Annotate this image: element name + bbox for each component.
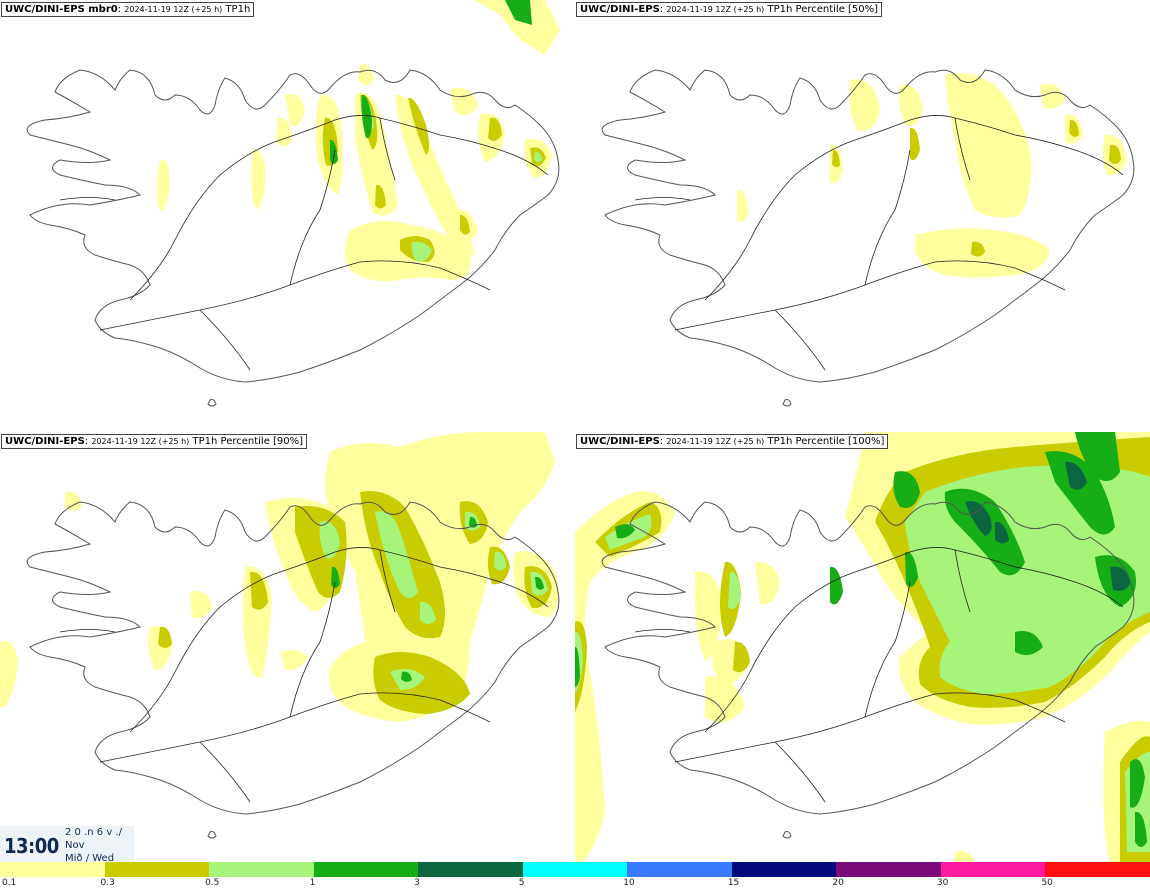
panel-title: UWC/DINI-EPS: 2024-11-19 12Z (+25 h) TP1… <box>1 434 308 449</box>
panel-title: UWC/DINI-EPS: 2024-11-19 12Z (+25 h) TP1… <box>576 2 883 17</box>
precip-light <box>737 72 1127 278</box>
legend-tick-label: 50 <box>1041 878 1053 888</box>
legend-swatch <box>1045 862 1150 877</box>
legend-swatch <box>209 862 314 877</box>
map-panel-p100: UWC/DINI-EPS: 2024-11-19 12Z (+25 h) TP1… <box>575 432 1150 864</box>
coastline <box>26 69 560 407</box>
road-network <box>59 547 549 803</box>
legend-tick-label: 3 <box>414 878 420 888</box>
panel-title: UWC/DINI-EPS: 2024-11-19 12Z (+25 h) TP1… <box>576 434 889 449</box>
panel-run: 2024-11-19 12Z (+25 h) <box>91 437 190 446</box>
valid-date: 2 0 .n 6 v ./ Nov Mið / Wed <box>65 826 122 865</box>
precipitation-map <box>575 432 1150 864</box>
road-network <box>634 547 1124 803</box>
coastline <box>601 501 1135 839</box>
panel-field: TP1h Percentile [90%] <box>192 436 304 447</box>
road-network <box>59 115 549 371</box>
precip-light <box>0 432 559 722</box>
coastline <box>26 501 560 839</box>
legend-tick-label: 10 <box>623 878 635 888</box>
valid-month: Nov <box>65 840 85 851</box>
legend-tick-label: 0.3 <box>100 878 115 888</box>
legend-tick-label: 5 <box>518 878 525 888</box>
road-network <box>634 115 1124 371</box>
legend-swatch <box>0 862 105 877</box>
valid-date-top: 2 0 .n 6 v ./ <box>65 827 122 838</box>
legend-swatch <box>836 862 941 877</box>
valid-time-box: 13:00 2 0 .n 6 v ./ Nov Mið / Wed <box>0 826 134 865</box>
panel-model: UWC/DINI-EPS mbr0 <box>5 4 118 15</box>
panel-field: TP1h Percentile [100%] <box>767 436 885 447</box>
legend-swatch <box>418 862 523 877</box>
panel-model: UWC/DINI-EPS <box>5 436 85 447</box>
precip-light <box>157 0 560 282</box>
precip-green <box>330 0 532 164</box>
precip-legend: 0.1 0.3 0.5 1 3 5 10 15 20 30 50 <box>0 862 1150 891</box>
legend-swatch <box>313 862 419 877</box>
legend-tick-label: 15 <box>727 878 740 888</box>
panel-model: UWC/DINI-EPS <box>580 436 660 447</box>
panel-field: TP1h <box>225 4 251 15</box>
legend-color-bar <box>0 862 1150 877</box>
map-panel-mbr0: UWC/DINI-EPS mbr0: 2024-11-19 12Z (+25 h… <box>0 0 575 432</box>
legend-swatch <box>522 862 628 877</box>
legend-tick-label: 1 <box>309 878 316 888</box>
panel-title: UWC/DINI-EPS mbr0: 2024-11-19 12Z (+25 h… <box>1 2 255 17</box>
precip-dark <box>965 461 1131 591</box>
panel-run: 2024-11-19 12Z (+25 h) <box>666 5 765 14</box>
precip-olive <box>832 119 1121 257</box>
legend-tick-label: 0.5 <box>205 878 220 888</box>
legend-swatch <box>940 862 1046 877</box>
panel-run: 2024-11-19 12Z (+25 h) <box>124 5 223 14</box>
map-panel-p90: UWC/DINI-EPS: 2024-11-19 12Z (+25 h) TP1… <box>0 432 575 864</box>
panel-field: TP1h Percentile [50%] <box>767 4 879 15</box>
legend-tick-label: 30 <box>936 878 949 888</box>
valid-weekday: Mið / Wed <box>65 853 115 864</box>
map-panel-p50: UWC/DINI-EPS: 2024-11-19 12Z (+25 h) TP1… <box>575 0 1150 432</box>
legend-tick-label: 0.1 <box>2 878 17 888</box>
legend-swatch <box>627 862 732 877</box>
valid-hour: 13:00 <box>4 834 59 858</box>
legend-swatch <box>104 862 210 877</box>
panel-model: UWC/DINI-EPS <box>580 4 660 15</box>
coastline <box>601 69 1135 407</box>
precipitation-map <box>0 432 560 839</box>
panel-run: 2024-11-19 12Z (+25 h) <box>666 437 765 446</box>
precipitation-map <box>601 69 1135 407</box>
precipitation-map <box>26 0 560 407</box>
legend-tick-label: 20 <box>832 878 844 888</box>
legend-swatch <box>731 862 837 877</box>
